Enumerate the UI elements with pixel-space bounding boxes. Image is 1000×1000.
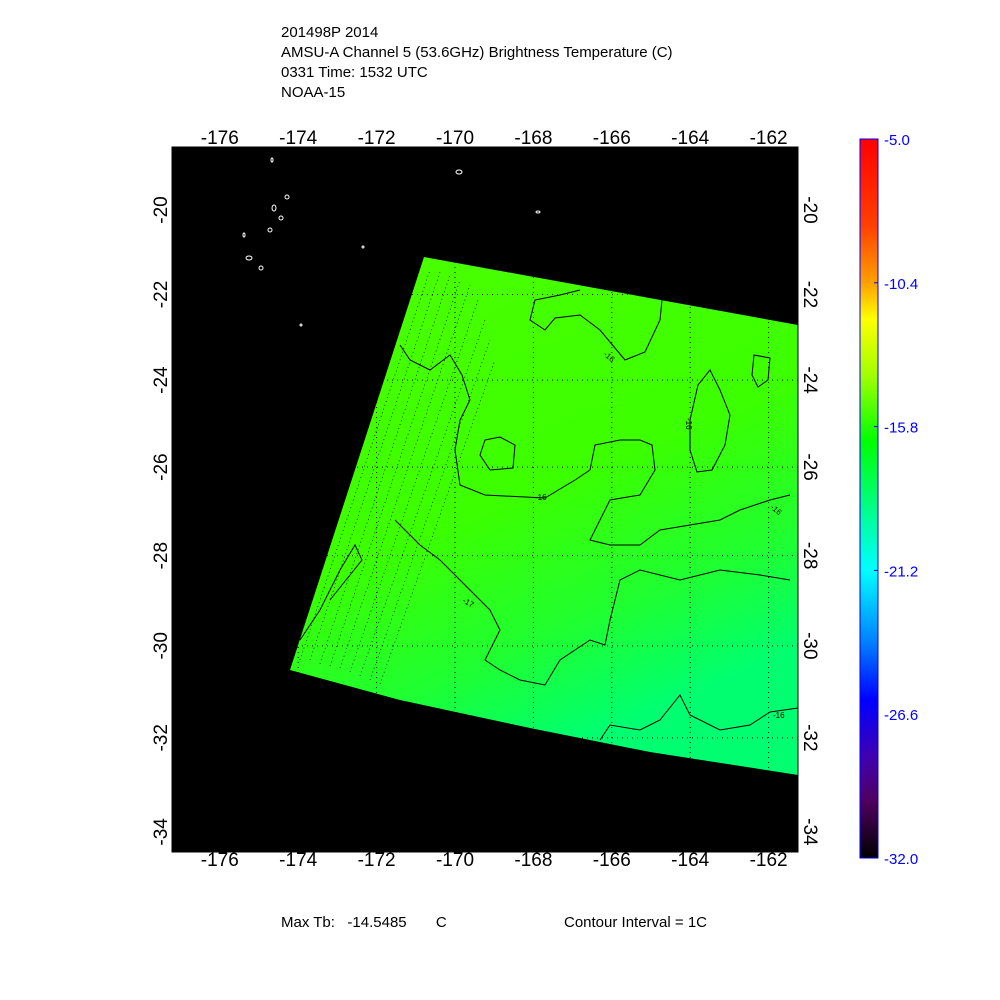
colorbar-tick-label: -32.0 [884, 851, 918, 868]
max-tb-value: -14.5485 [347, 914, 407, 931]
longitude-label-bottom: -162 [750, 850, 788, 871]
colorbar-tick-label: -26.6 [884, 707, 918, 724]
max-tb-readout: Max Tb: -14.5485 C [281, 914, 447, 931]
latitude-label-right: -24 [799, 366, 820, 394]
contour-line [399, 344, 791, 546]
axis-labels: -176 -176 -174 -174 -172 -172 -170 -170 -168 -168… [151, 128, 820, 871]
latitude-label-left: -28 [151, 542, 172, 569]
title-line-time: 0331 Time: 1532 UTC [281, 64, 428, 81]
colorbar-ticks: -5.0 -10.4 -15.8 -21.2 -26.6 -32.0 [874, 132, 918, 868]
colorbar-tick-label: -10.4 [884, 276, 918, 293]
chart-title: 201498P 2014 AMSU-A Channel 5 (53.6GHz) … [281, 23, 673, 103]
longitude-label-bottom: -170 [436, 850, 474, 871]
longitude-label-top: -176 [201, 128, 239, 149]
colorbar-tick-label: -21.2 [884, 563, 918, 580]
latitude-label-left: -32 [151, 724, 172, 751]
contour-line [599, 694, 798, 741]
longitude-label-top: -162 [750, 128, 788, 149]
latitude-label-left: -26 [151, 453, 172, 480]
contour-label: -16 [535, 493, 547, 502]
title-line-storm: 201498P 2014 [281, 24, 379, 41]
longitude-label-bottom: -176 [201, 850, 239, 871]
latitude-label-right: -28 [799, 542, 820, 569]
latitude-label-right: -32 [799, 724, 820, 751]
contour-line [529, 289, 663, 361]
longitude-label-top: -172 [358, 128, 396, 149]
latitude-label-left: -20 [151, 196, 172, 223]
latitude-label-right: -30 [799, 632, 820, 659]
latitude-label-left: -22 [151, 281, 172, 308]
colorbar-tick-label: -5.0 [884, 132, 910, 149]
contour-interval: Contour Interval = 1C [564, 914, 707, 931]
max-tb-label: Max Tb: [281, 914, 335, 931]
contour-line [751, 354, 771, 388]
contour-label: -16 [773, 711, 785, 720]
latitude-label-left: -34 [151, 818, 172, 846]
latitude-label-right: -26 [799, 453, 820, 480]
contour-stipple [299, 269, 496, 685]
longitude-label-bottom: -166 [593, 850, 631, 871]
stippled-contours [299, 269, 496, 685]
max-tb-unit: C [435, 914, 447, 931]
contour-line [299, 543, 363, 641]
latitude-label-left: -30 [151, 632, 172, 659]
longitude-label-bottom: -174 [279, 850, 317, 871]
latitude-label-right: -22 [799, 281, 820, 308]
longitude-label-top: -170 [436, 128, 474, 149]
contour-line [689, 369, 731, 473]
longitude-label-top: -166 [593, 128, 631, 149]
contour-line [479, 436, 516, 471]
longitude-label-bottom: -172 [358, 850, 396, 871]
island-coastlines [242, 157, 541, 327]
contour-lines [299, 289, 798, 741]
latitude-label-left: -24 [151, 366, 172, 394]
latitude-label-right: -20 [799, 196, 820, 223]
title-line-channel: AMSU-A Channel 5 (53.6GHz) Brightness Te… [281, 44, 673, 61]
latitude-label-right: -34 [799, 818, 820, 846]
colorbar [859, 138, 879, 859]
longitude-label-top: -164 [671, 128, 709, 149]
longitude-label-top: -168 [514, 128, 552, 149]
contour-line [394, 519, 791, 686]
contour-label: -16 [684, 418, 693, 430]
title-line-satellite: NOAA-15 [281, 84, 346, 101]
map-frame [171, 146, 799, 853]
colorbar-tick-label: -15.8 [884, 420, 918, 437]
longitude-label-top: -174 [279, 128, 317, 149]
longitude-label-bottom: -168 [514, 850, 552, 871]
longitude-label-bottom: -164 [671, 850, 709, 871]
